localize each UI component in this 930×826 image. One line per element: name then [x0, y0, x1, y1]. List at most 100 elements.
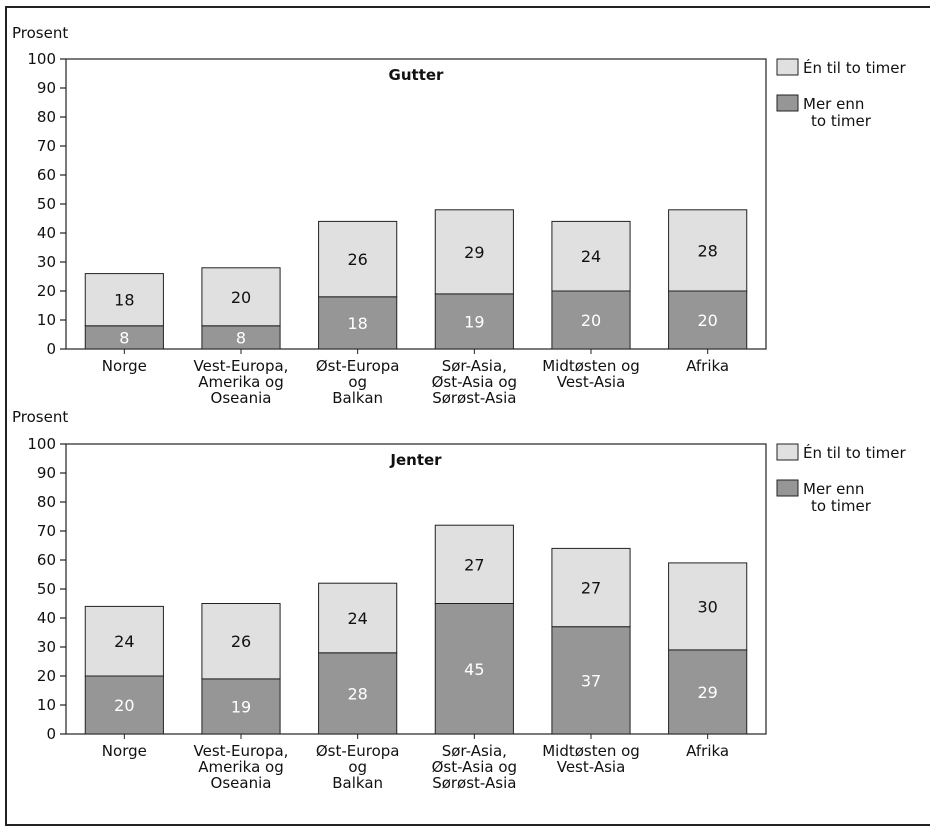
bar-segment-one-to-two-hours — [551, 547, 631, 628]
legend-swatch-one-to-two-hours — [776, 443, 799, 461]
x-tick-label: Sørøst-Asia — [432, 389, 516, 407]
x-tick-label: Sør-Asia, — [442, 357, 507, 375]
x-tick-label: Afrika — [686, 357, 729, 375]
bar-segment-over-two-hours — [551, 290, 631, 350]
bar-segment-over-two-hours — [668, 649, 748, 735]
y-tick-label: 60 — [37, 166, 56, 184]
x-tick-label: Amerika og — [198, 373, 284, 391]
y-tick-label: 90 — [37, 79, 56, 97]
data-label: 18 — [347, 314, 367, 333]
bar-segment-one-to-two-hours — [84, 273, 164, 327]
x-tick-label: Balkan — [332, 389, 383, 407]
bar-segment-over-two-hours — [84, 675, 164, 735]
y-tick-label: 40 — [37, 224, 56, 242]
data-label: 20 — [581, 311, 601, 330]
plot-area — [65, 58, 767, 350]
bar-segment-one-to-two-hours — [201, 603, 281, 680]
data-label: 24 — [114, 632, 134, 651]
y-tick-label: 0 — [46, 725, 56, 743]
x-tick-label: Vest-Europa, — [194, 742, 289, 760]
data-label: 20 — [114, 696, 134, 715]
y-tick-label: 80 — [37, 108, 56, 126]
data-label: 20 — [697, 311, 717, 330]
bar-segment-one-to-two-hours — [434, 209, 514, 295]
bar-segment-one-to-two-hours — [201, 267, 281, 327]
y-axis-label: Prosent — [12, 24, 68, 42]
legend-label: Én til to timer — [803, 443, 906, 462]
y-tick-label: 30 — [37, 253, 56, 271]
y-tick-label: 80 — [37, 493, 56, 511]
y-tick-label: 0 — [46, 340, 56, 358]
x-tick-label: Øst-Europa — [316, 742, 400, 760]
data-label: 29 — [697, 683, 717, 702]
data-label: 28 — [697, 241, 717, 260]
bar-segment-one-to-two-hours — [84, 605, 164, 677]
bar-segment-one-to-two-hours — [434, 524, 514, 605]
data-label: 19 — [464, 312, 484, 331]
data-label: 30 — [697, 597, 717, 616]
x-tick-label: Norge — [102, 357, 147, 375]
bar-segment-over-two-hours — [434, 603, 514, 735]
legend-swatch-one-to-two-hours — [776, 58, 799, 76]
y-tick-label: 40 — [37, 609, 56, 627]
x-tick-label: Oseania — [211, 774, 272, 792]
x-tick-label: Vest-Asia — [557, 758, 626, 776]
y-tick-label: 20 — [37, 282, 56, 300]
x-tick-label: Sør-Asia, — [442, 742, 507, 760]
data-label: 45 — [464, 660, 484, 679]
y-tick-label: 50 — [37, 195, 56, 213]
data-label: 28 — [347, 684, 367, 703]
legend-label: to timer — [811, 112, 872, 130]
x-tick-label: og — [348, 758, 367, 776]
x-tick-label: og — [348, 373, 367, 391]
bar-segment-one-to-two-hours — [668, 209, 748, 292]
data-label: 24 — [347, 609, 367, 628]
y-tick-label: 70 — [37, 522, 56, 540]
data-label: 27 — [464, 555, 484, 574]
x-tick-label: Amerika og — [198, 758, 284, 776]
y-tick-label: 70 — [37, 137, 56, 155]
y-tick-label: 10 — [37, 696, 56, 714]
y-tick-label: 100 — [27, 50, 56, 68]
y-axis-label: Prosent — [12, 408, 68, 426]
data-label: 37 — [581, 671, 601, 690]
panel-title: Jenter — [389, 451, 442, 469]
y-tick-label: 100 — [27, 435, 56, 453]
legend-swatch-over-two-hours — [776, 479, 799, 497]
bar-segment-over-two-hours — [434, 293, 514, 350]
stacked-bar-chart-figure: Prosent0102030405060708090100Gutter818No… — [12, 24, 906, 792]
x-tick-label: Balkan — [332, 774, 383, 792]
x-tick-label: Vest-Asia — [557, 373, 626, 391]
bar-segment-over-two-hours — [551, 626, 631, 735]
legend-swatch-over-two-hours — [776, 94, 799, 112]
x-tick-label: Midtøsten og — [542, 357, 640, 375]
data-label: 8 — [119, 328, 129, 347]
y-tick-label: 30 — [37, 638, 56, 656]
x-tick-label: Øst-Asia og — [432, 758, 518, 776]
x-tick-label: Vest-Europa, — [194, 357, 289, 375]
x-tick-label: Afrika — [686, 742, 729, 760]
x-tick-label: Øst-Asia og — [432, 373, 518, 391]
bar-segment-one-to-two-hours — [668, 562, 748, 651]
y-tick-label: 10 — [37, 311, 56, 329]
data-label: 26 — [231, 632, 251, 651]
x-tick-label: Oseania — [211, 389, 272, 407]
data-label: 27 — [581, 579, 601, 598]
y-tick-label: 20 — [37, 667, 56, 685]
data-label: 29 — [464, 243, 484, 262]
legend-label: Mer enn — [803, 480, 864, 498]
legend-label: Mer enn — [803, 95, 864, 113]
y-tick-label: 60 — [37, 551, 56, 569]
bar-segment-over-two-hours — [318, 652, 398, 735]
x-tick-label: Norge — [102, 742, 147, 760]
data-label: 18 — [114, 291, 134, 310]
x-tick-label: Sørøst-Asia — [432, 774, 516, 792]
data-label: 20 — [231, 288, 251, 307]
legend-label: Én til to timer — [803, 58, 906, 77]
data-label: 8 — [236, 328, 246, 347]
panel-title: Gutter — [389, 66, 445, 84]
bar-segment-one-to-two-hours — [551, 220, 631, 292]
x-tick-label: Midtøsten og — [542, 742, 640, 760]
y-tick-label: 50 — [37, 580, 56, 598]
bar-segment-one-to-two-hours — [318, 582, 398, 654]
